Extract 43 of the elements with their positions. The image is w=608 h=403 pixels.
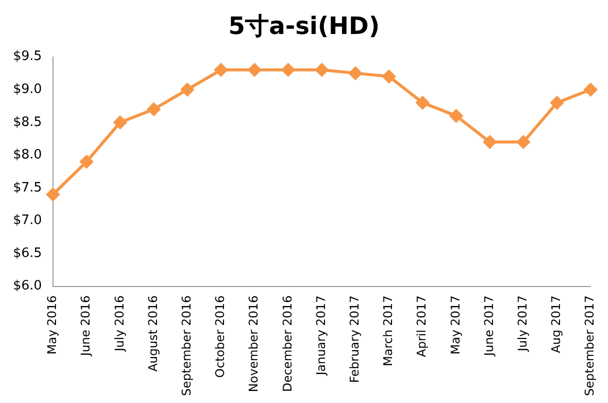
x-tick-label: July 2017	[516, 295, 530, 352]
y-tick-label: $6.0	[12, 278, 42, 294]
point	[550, 96, 564, 110]
y-tick-label: $9.5	[12, 49, 42, 64]
point	[147, 102, 160, 116]
x-tick-label: December 2016	[280, 295, 294, 392]
x-tick-label: September 2016	[179, 295, 194, 396]
x-tick-label: March 2017	[381, 295, 396, 366]
point	[450, 109, 463, 122]
x-tick-label: June 2016	[78, 295, 93, 357]
x-tick-label: February 2017	[348, 295, 362, 383]
y-tick-label: $7.0	[12, 213, 42, 228]
x-tick-label: October 2016	[213, 295, 228, 378]
point	[248, 63, 262, 76]
point	[483, 136, 496, 149]
point	[282, 63, 295, 76]
x-tick-label: June 2017	[482, 295, 496, 357]
x-tick-label: July 2016	[112, 295, 126, 352]
point	[214, 63, 228, 76]
x-tick-label: September 2017	[582, 295, 597, 396]
x-tick-label: January 2017	[314, 295, 328, 376]
point	[516, 136, 530, 149]
point	[315, 63, 328, 76]
point	[584, 83, 598, 96]
point	[416, 96, 430, 110]
y-tick-label: $8.0	[12, 148, 42, 163]
x-tick-label: November 2016	[246, 295, 261, 392]
x-tick-label: May 2017	[448, 295, 462, 354]
point	[180, 83, 194, 96]
x-tick-label: April 2017	[414, 295, 429, 358]
point	[348, 66, 362, 80]
x-tick-label: May 2016	[45, 295, 60, 354]
y-tick-label: $8.5	[12, 114, 42, 130]
point	[114, 116, 127, 129]
x-tick-label: Aug 2017	[549, 295, 564, 354]
chart-title: 5寸a-si(HD)	[227, 11, 381, 42]
x-tick-label: August 2016	[146, 295, 160, 372]
point	[382, 70, 396, 83]
y-tick-label: $9.0	[12, 82, 42, 97]
y-tick-label: $7.5	[12, 180, 42, 196]
y-tick-label: $6.5	[12, 246, 42, 261]
point	[46, 188, 60, 202]
point	[80, 155, 94, 168]
